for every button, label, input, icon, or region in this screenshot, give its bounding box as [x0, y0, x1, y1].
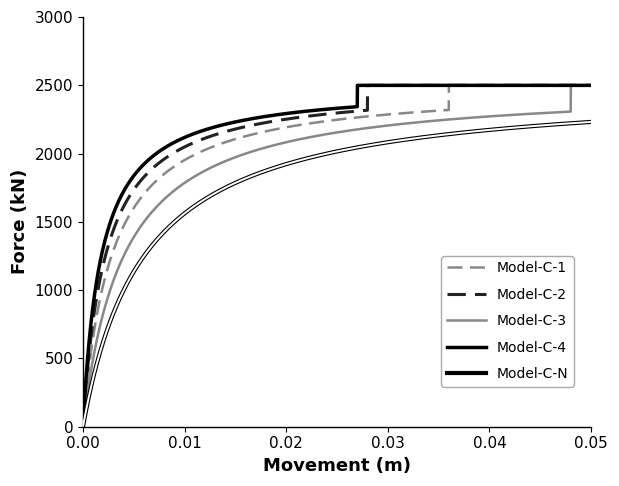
Legend: Model-C-1, Model-C-2, Model-C-3, Model-C-4, Model-C-N: Model-C-1, Model-C-2, Model-C-3, Model-C… [441, 256, 574, 387]
Y-axis label: Force (kN): Force (kN) [11, 169, 29, 275]
X-axis label: Movement (m): Movement (m) [263, 457, 411, 475]
